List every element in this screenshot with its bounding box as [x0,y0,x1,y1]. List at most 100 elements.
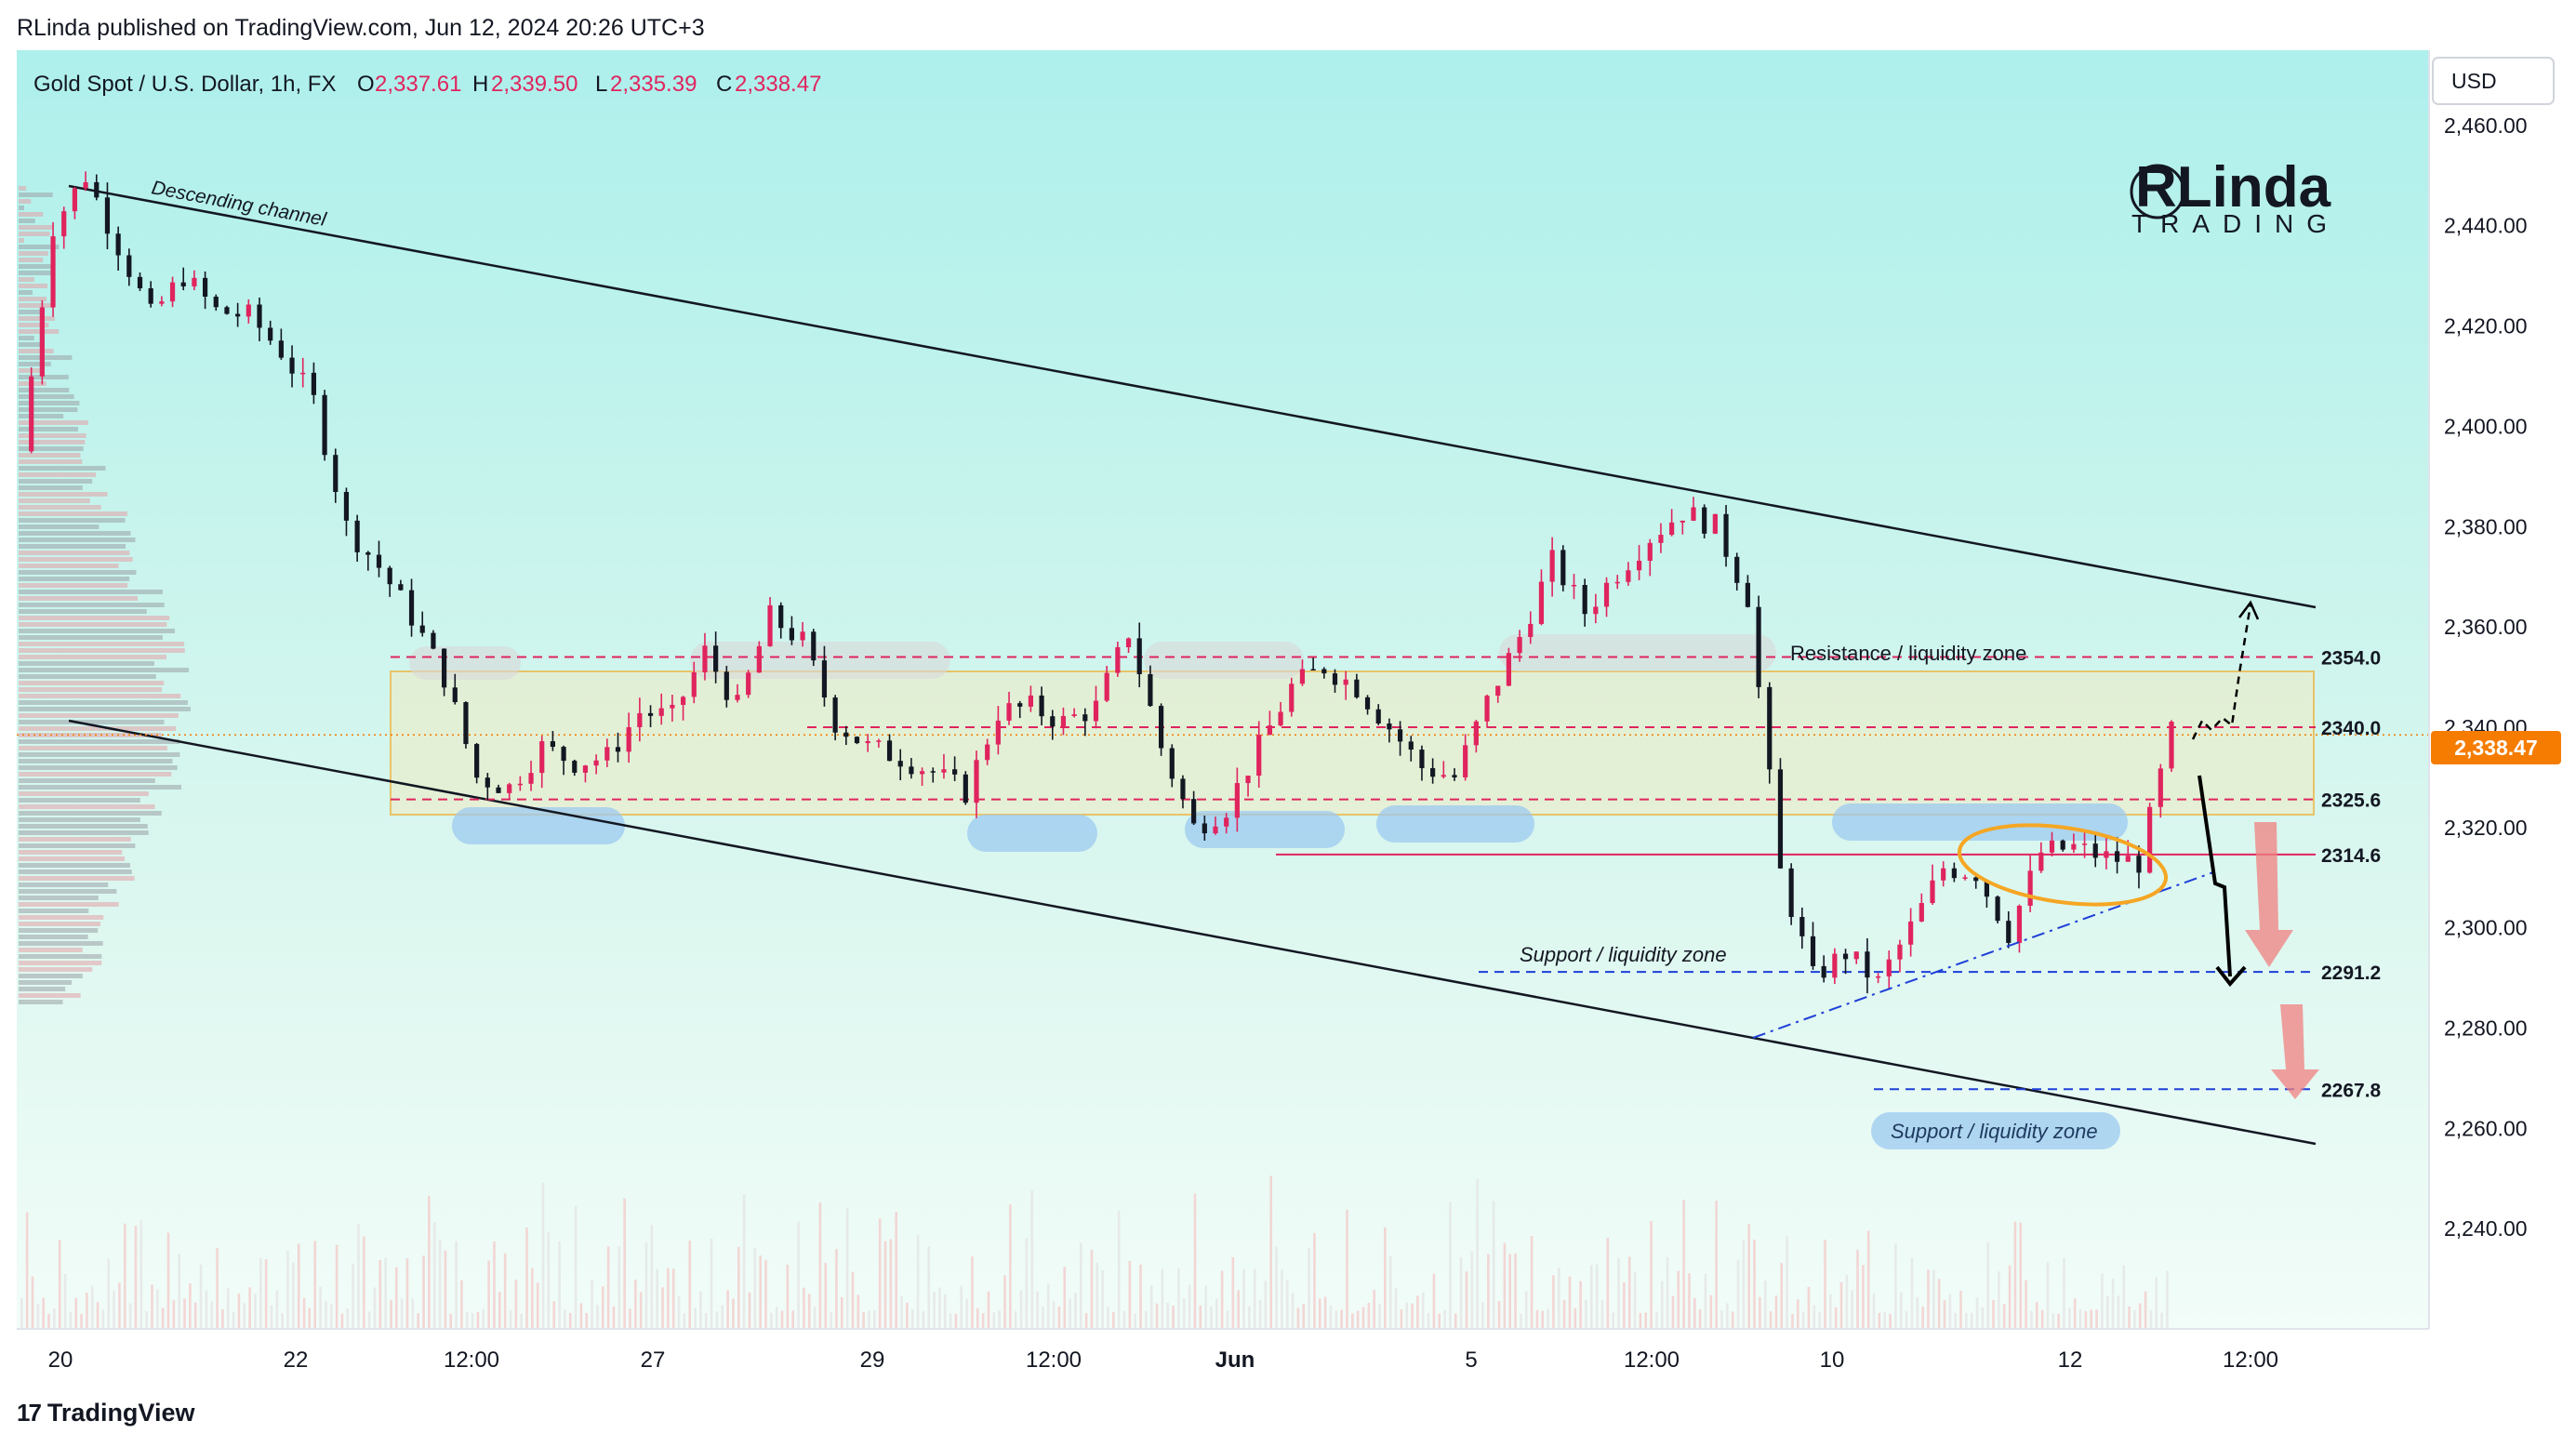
volume-bar [161,1308,165,1328]
volume-bar [906,1302,909,1328]
volume-bar [2117,1295,2120,1328]
candle-body [1375,709,1381,724]
volume-bar [1356,1310,1360,1328]
volume-profile-bar [19,199,32,204]
volume-bar [411,1298,415,1328]
candle-body [550,741,556,748]
volume-bar [63,1274,67,1328]
candle-body [289,357,295,374]
candle-body [865,740,870,744]
volume-bar [623,1198,626,1328]
volume-bar [1824,1240,1826,1328]
volume-bar [47,1313,50,1328]
volume-bar [319,1286,322,1328]
time-axis[interactable]: 20 22 12:00 27 29 12:00 Jun 5 12:00 10 12 12:00 [48,1347,2278,1373]
currency-selector[interactable]: USD [2432,57,2555,105]
y-tick-label: 2,460.00 [2444,113,2528,138]
volume-profile-bar [19,713,179,718]
volume-bar [1090,1249,1094,1328]
volume-bar [1801,1311,1805,1328]
candle-body [886,740,893,762]
volume-bar [1508,1254,1512,1328]
volume-bar [677,1295,681,1328]
volume-bar [1318,1298,1321,1328]
candle-body [572,761,578,773]
candle-body [647,712,654,716]
candle-body [1256,735,1262,777]
support-zone-label-2: Support / liquidity zone [1891,1120,2098,1143]
volume-bar [1210,1306,1213,1328]
candle-body [767,604,773,646]
candle-body [1767,686,1773,770]
volume-bar [791,1310,795,1328]
volume-profile-bar [19,264,54,269]
volume-profile-bar [19,967,93,972]
volume-profile-bar [19,687,163,692]
volume-bar [1916,1297,1919,1328]
volume-bar [1145,1310,1148,1328]
volume-bar [2019,1222,2023,1328]
svg-text:L: L [595,72,607,97]
volume-bar [498,1292,501,1328]
volume-bar [151,1284,153,1328]
volume-bar [1036,1291,1039,1328]
candle-body [507,784,512,793]
volume-bar [514,1279,518,1328]
volume-bar [243,1303,246,1328]
volume-profile-bar [19,498,90,503]
volume-bar [949,1313,952,1328]
volume-bar [1726,1303,1729,1328]
candle-body [2169,722,2174,769]
volume-bar [667,1268,670,1328]
price-axis[interactable]: 2,460.00 2,440.00 2,420.00 2,400.00 2,380.00… [2444,113,2528,1241]
volume-profile-bar [19,186,27,191]
svg-text:H: H [472,72,488,97]
candle-body [452,687,458,703]
volume-bar [1736,1260,1740,1328]
volume-profile-bar [19,531,131,536]
volume-bar [856,1294,860,1328]
volume-profile-bar [19,258,44,262]
resistance-zone-label: Resistance / liquidity zone [1790,642,2026,665]
candle-body [83,181,88,189]
volume-bar [422,1255,425,1328]
volume-bar [1231,1256,1235,1328]
volume-profile-bar [19,603,165,607]
volume-bar [417,1313,419,1328]
volume-bar [74,1297,78,1328]
volume-bar [405,1258,409,1328]
candle-body [1039,695,1044,717]
volume-bar [1894,1243,1897,1328]
volume-bar [101,1309,105,1328]
candle-body [246,304,251,317]
candle-body [1387,724,1392,730]
volume-profile-bar [19,791,149,796]
volume-bar [1753,1239,1756,1328]
volume-profile-bar [19,245,60,249]
volume-bar [1459,1256,1463,1328]
forecast-down-arrowhead [2215,965,2247,988]
volume-bar [1698,1309,1702,1328]
volume-profile-bar [19,622,167,627]
volume-bar [1296,1308,1300,1328]
volume-bar [1361,1307,1365,1328]
candle-body [1951,868,1957,879]
volume-bar [579,1303,583,1328]
volume-bar [1932,1269,1935,1328]
volume-bar [346,1308,350,1328]
volume-bar [1970,1312,1973,1328]
volume-profile-bar [19,329,60,334]
volume-bar [1388,1255,1392,1328]
volume-bar [813,1306,817,1328]
candle-body [615,747,621,752]
candle-body [2136,856,2142,873]
candle-body [485,777,490,788]
volume-bar [1688,1273,1691,1328]
candle-body [626,726,631,752]
volume-profile-bar [19,935,88,939]
volume-profile-bar [19,414,64,418]
volume-bar [629,1308,631,1328]
candle-body [192,277,197,286]
volume-bar [683,1313,686,1328]
